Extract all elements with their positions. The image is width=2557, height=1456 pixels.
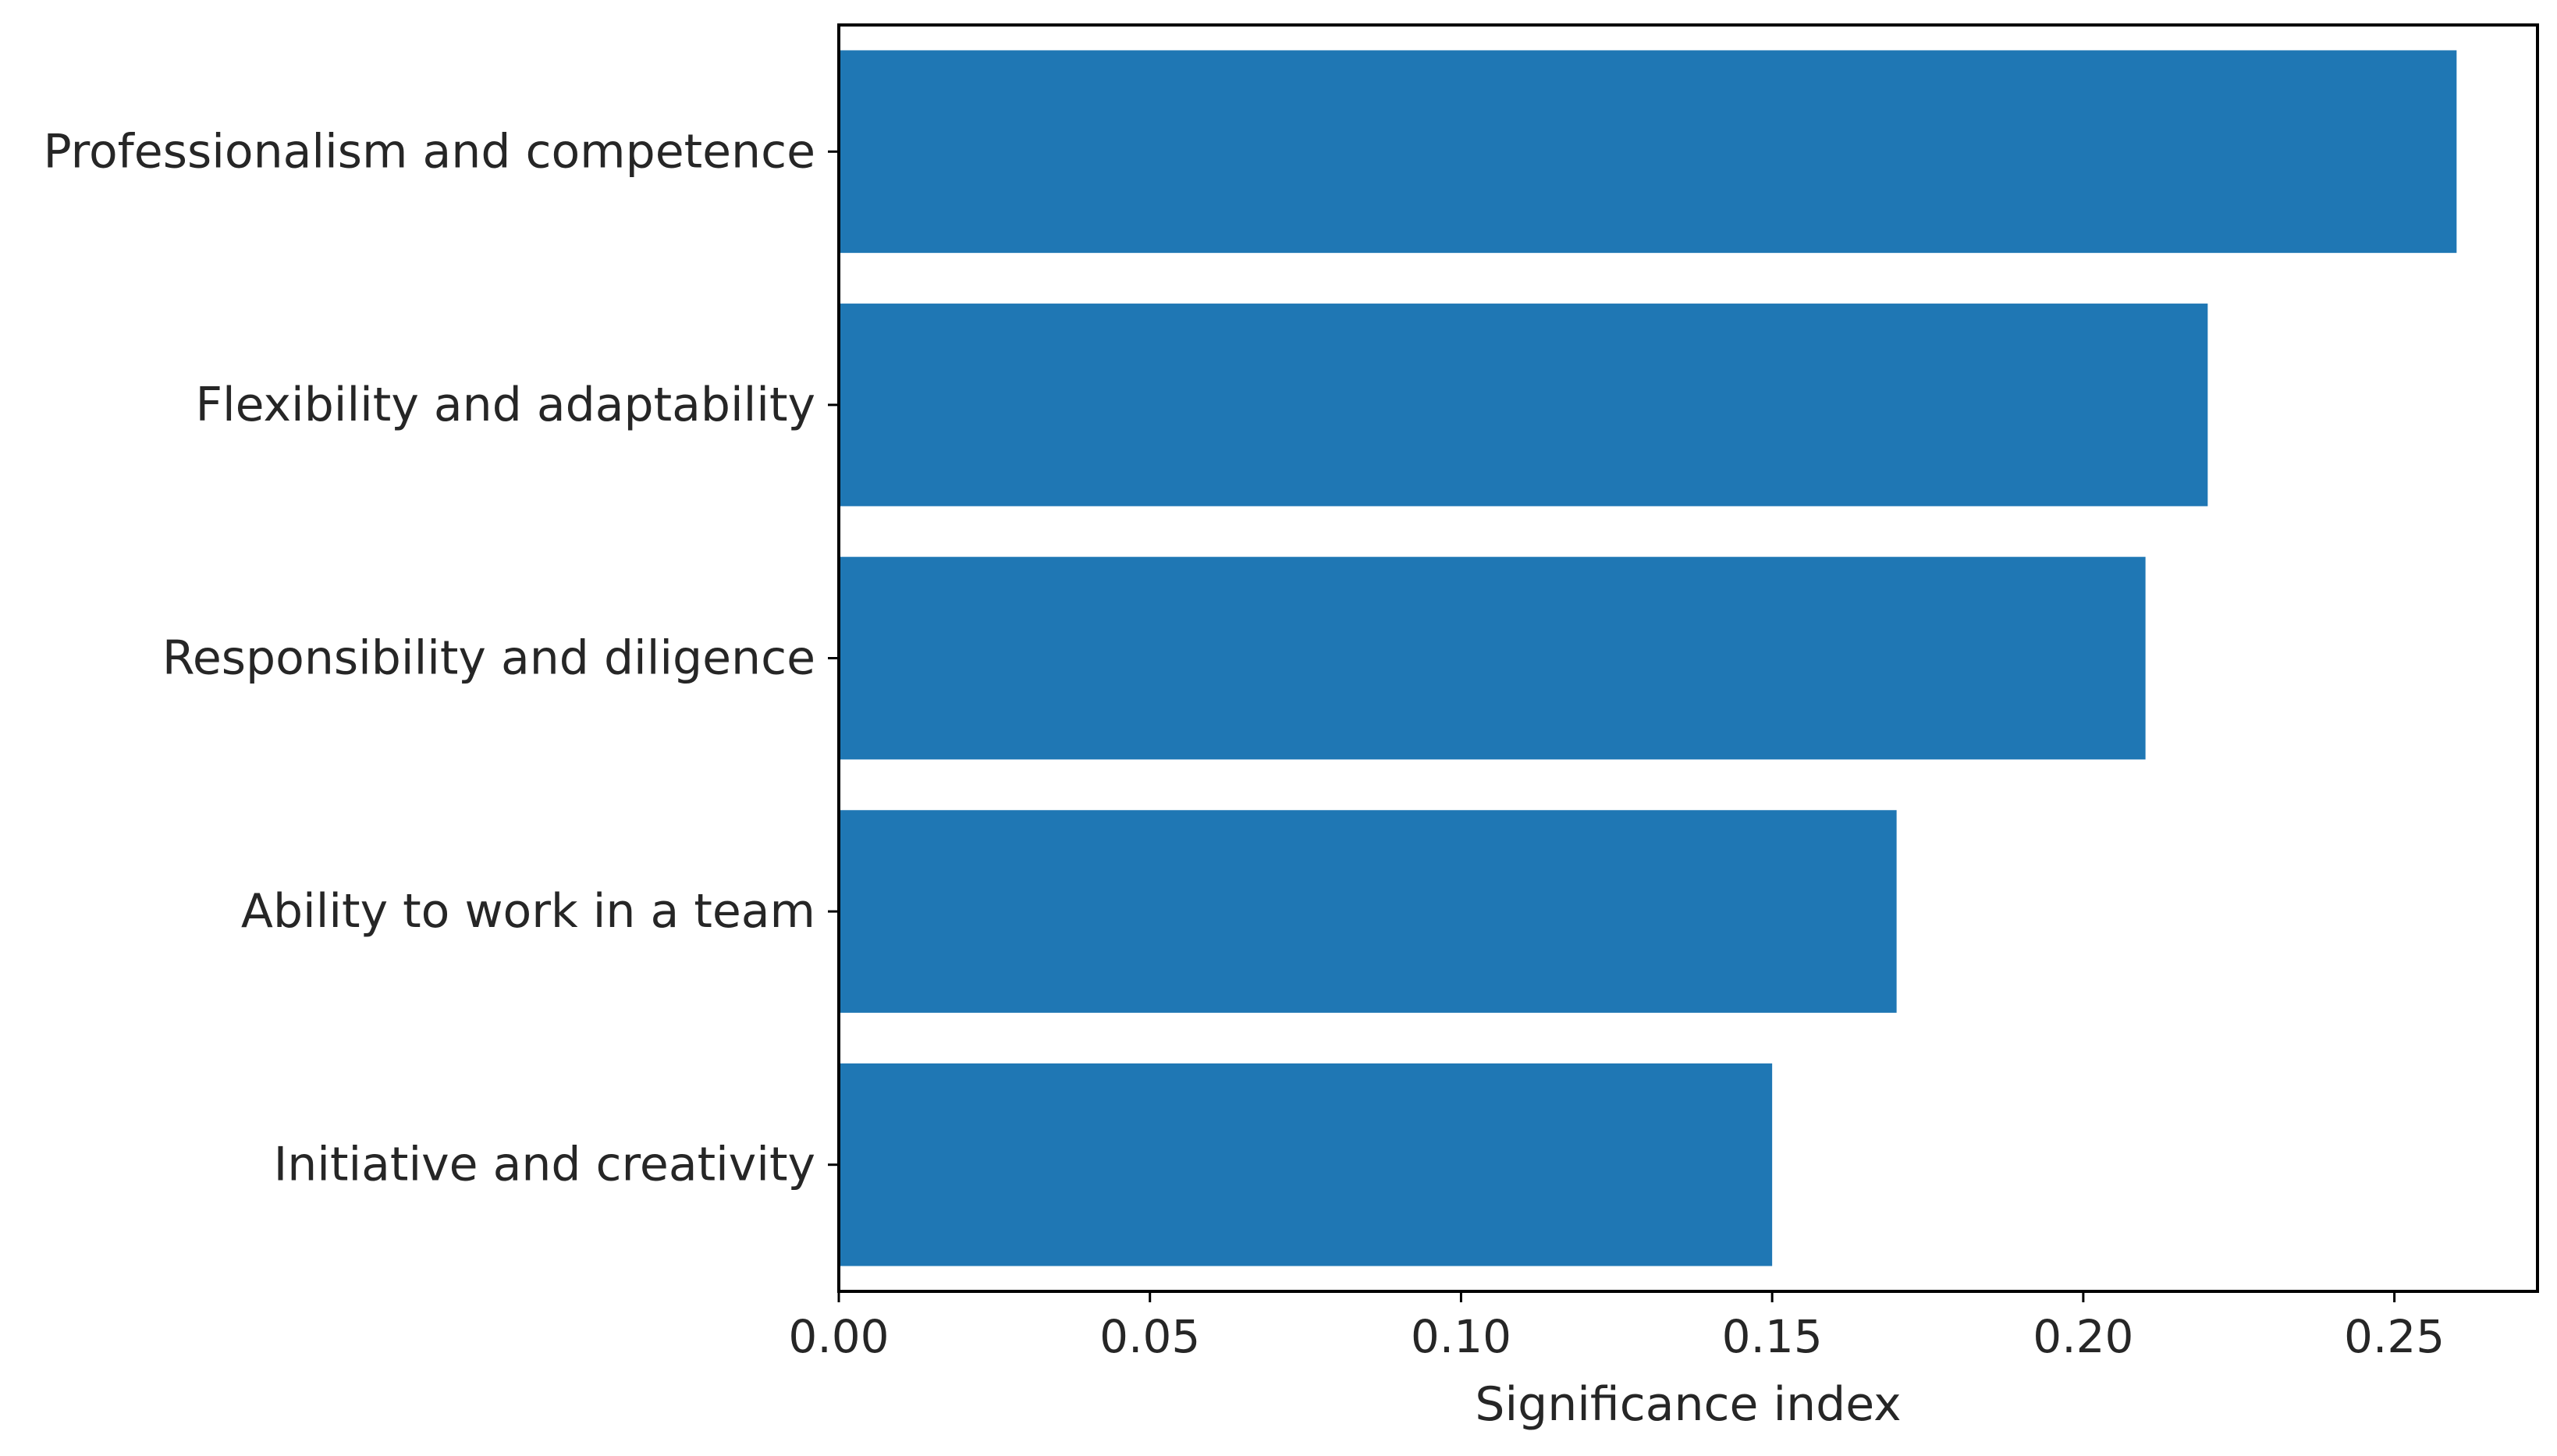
y-tick-label: Initiative and creativity	[274, 1138, 815, 1192]
y-tick-label: Ability to work in a team	[241, 884, 815, 939]
x-tick-label: 0.10	[1411, 1310, 1511, 1363]
x-tick-label: 0.20	[2033, 1310, 2133, 1363]
x-tick-label: 0.00	[788, 1310, 889, 1363]
bar	[839, 556, 2146, 760]
bar	[839, 304, 2208, 506]
y-tick-label: Responsibility and diligence	[162, 631, 815, 686]
y-tick-label: Flexibility and adaptability	[195, 378, 815, 432]
y-tick-label: Professionalism and competence	[43, 124, 815, 179]
y-axis: Professionalism and competence Flexibilit…	[43, 124, 839, 1192]
bar	[839, 1063, 1773, 1266]
x-tick-label: 0.25	[2344, 1310, 2445, 1363]
x-axis-label: Significance index	[1475, 1377, 1901, 1432]
x-tick-label: 0.15	[1722, 1310, 1823, 1363]
bar	[839, 50, 2457, 254]
plot-frame	[837, 23, 2539, 1293]
bar	[839, 810, 1897, 1013]
bars-layer	[839, 50, 2457, 1266]
x-tick-label: 0.05	[1099, 1310, 1200, 1363]
x-axis: 0.00 0.05 0.10 0.15 0.20 0.25	[788, 1291, 2445, 1363]
